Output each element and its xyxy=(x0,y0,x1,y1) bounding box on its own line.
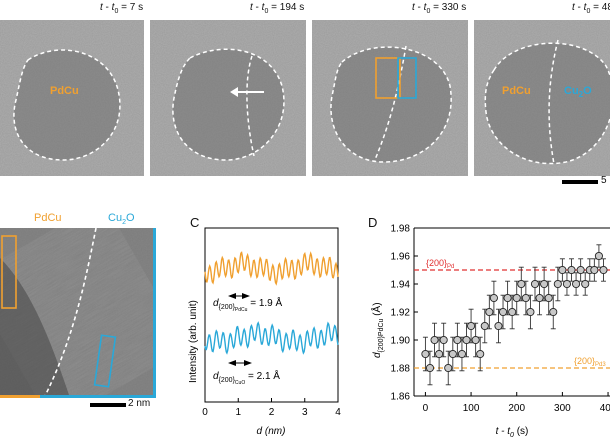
hrtem-pdcu-label: PdCu xyxy=(34,212,62,224)
d-point xyxy=(530,279,540,289)
profile-top-line xyxy=(204,251,339,286)
frame4-cu2o-label: Cu2O xyxy=(564,85,592,99)
c-xtick-label: 4 xyxy=(335,407,341,418)
d-point xyxy=(457,349,466,359)
d-point xyxy=(558,265,567,275)
d-point xyxy=(498,307,508,317)
d-point xyxy=(590,265,599,275)
d-point xyxy=(453,335,462,345)
panel-c-xlabel: d (nm) xyxy=(257,426,286,437)
panel-c-chart: Intensity (arb. unit) d{200}PdCu = 1.9 Å… xyxy=(188,227,341,437)
panel-d-chart: d{200}PdCu (Å) 1.86 1.88 1.90 1.92 1.94 1.96 1… xyxy=(370,224,610,437)
d-point xyxy=(425,363,435,373)
panel-letter-d: D xyxy=(368,215,378,230)
d-point xyxy=(444,363,453,373)
d-point xyxy=(540,279,549,289)
d-ytick-label: 1.98 xyxy=(391,224,411,235)
d-xtick-label: 300 xyxy=(554,403,571,414)
d-ytick-label: 1.94 xyxy=(391,280,411,291)
dim-marker-bottom xyxy=(228,360,252,366)
panel-d-ylabel: d{200}PdCu (Å) xyxy=(370,302,385,358)
d-ytick-label: 1.86 xyxy=(391,392,411,403)
scale-bar-b xyxy=(90,403,126,407)
d-point xyxy=(494,321,503,331)
d-point xyxy=(467,321,476,331)
d-point xyxy=(435,349,444,359)
d-point xyxy=(485,307,494,317)
d-ytick-label: 1.96 xyxy=(391,252,411,263)
ref-label-pd: {200}Pd xyxy=(426,258,454,270)
d-point xyxy=(599,265,608,275)
ref-label-pd3: {200}Pd3 xyxy=(574,356,606,368)
d-point xyxy=(567,265,576,275)
time-label-2: t - t0 = 194 s xyxy=(250,2,305,15)
d-point xyxy=(421,349,430,359)
dim-marker-top xyxy=(228,293,250,299)
c-xtick-label: 1 xyxy=(235,407,241,418)
c-xtick-label: 0 xyxy=(202,407,208,418)
d-point xyxy=(521,293,530,303)
d-point xyxy=(581,279,590,289)
d-ytick-label: 1.92 xyxy=(391,308,411,319)
hrtem-image xyxy=(0,228,156,398)
d-point xyxy=(553,279,562,289)
scale-bar-a xyxy=(562,180,598,184)
d-point xyxy=(562,279,571,289)
time-label-3: t - t0 = 330 s xyxy=(412,2,467,15)
d-point xyxy=(448,349,457,359)
tem-frame-2 xyxy=(150,20,306,176)
time-label-4: t - t0 = 48 xyxy=(572,2,610,15)
panel-letter-c: C xyxy=(190,215,200,230)
d-ytick-label: 1.88 xyxy=(391,364,411,375)
d-point xyxy=(594,251,603,261)
d-point xyxy=(439,335,448,345)
tem-frame-1: PdCu xyxy=(0,20,144,176)
d-point xyxy=(572,279,581,289)
d-ytick-label: 1.90 xyxy=(391,336,411,347)
profile-bottom-line xyxy=(204,321,339,355)
frame1-pdcu-label: PdCu xyxy=(50,85,79,97)
panel-d-xlabel: t - t0 (s) xyxy=(496,426,529,437)
tem-frame-4: PdCu Cu2O xyxy=(474,20,610,176)
panel-c-ann-top: d{200}PdCu = 1.9 Å xyxy=(213,296,283,313)
d-point xyxy=(526,307,535,317)
panel-c-ann-bottom: d{200}CuO = 2.1 Å xyxy=(213,369,280,386)
d-point xyxy=(544,293,553,303)
d-point xyxy=(508,307,517,317)
d-xtick-label: 0 xyxy=(423,403,429,414)
d-point xyxy=(535,293,544,303)
panel-c-ylabel: Intensity (arb. unit) xyxy=(188,300,199,383)
d-xtick-label: 200 xyxy=(508,403,525,414)
d-xtick-label: 400 xyxy=(600,403,610,414)
d-point xyxy=(476,349,485,359)
scale-bar-b-label: 2 nm xyxy=(128,398,151,409)
tem-frame-3 xyxy=(312,20,468,176)
d-point xyxy=(517,279,526,289)
c-xtick-label: 2 xyxy=(269,407,275,418)
d-point xyxy=(503,293,512,303)
time-label-1: t - t0 = 7 s xyxy=(100,2,144,15)
d-point xyxy=(462,335,471,345)
hrtem-cu2o-label: Cu2O xyxy=(108,212,135,227)
scale-bar-a-label: 5 xyxy=(601,175,607,186)
d-xtick-label: 100 xyxy=(463,403,480,414)
c-xtick-label: 3 xyxy=(302,407,308,418)
d-point xyxy=(480,321,489,331)
d-point xyxy=(512,293,521,303)
d-point xyxy=(576,265,585,275)
d-point xyxy=(489,293,498,303)
d-point xyxy=(549,307,558,317)
d-point xyxy=(430,335,439,345)
d-point xyxy=(471,335,480,345)
frame4-pdcu-label: PdCu xyxy=(502,85,531,97)
